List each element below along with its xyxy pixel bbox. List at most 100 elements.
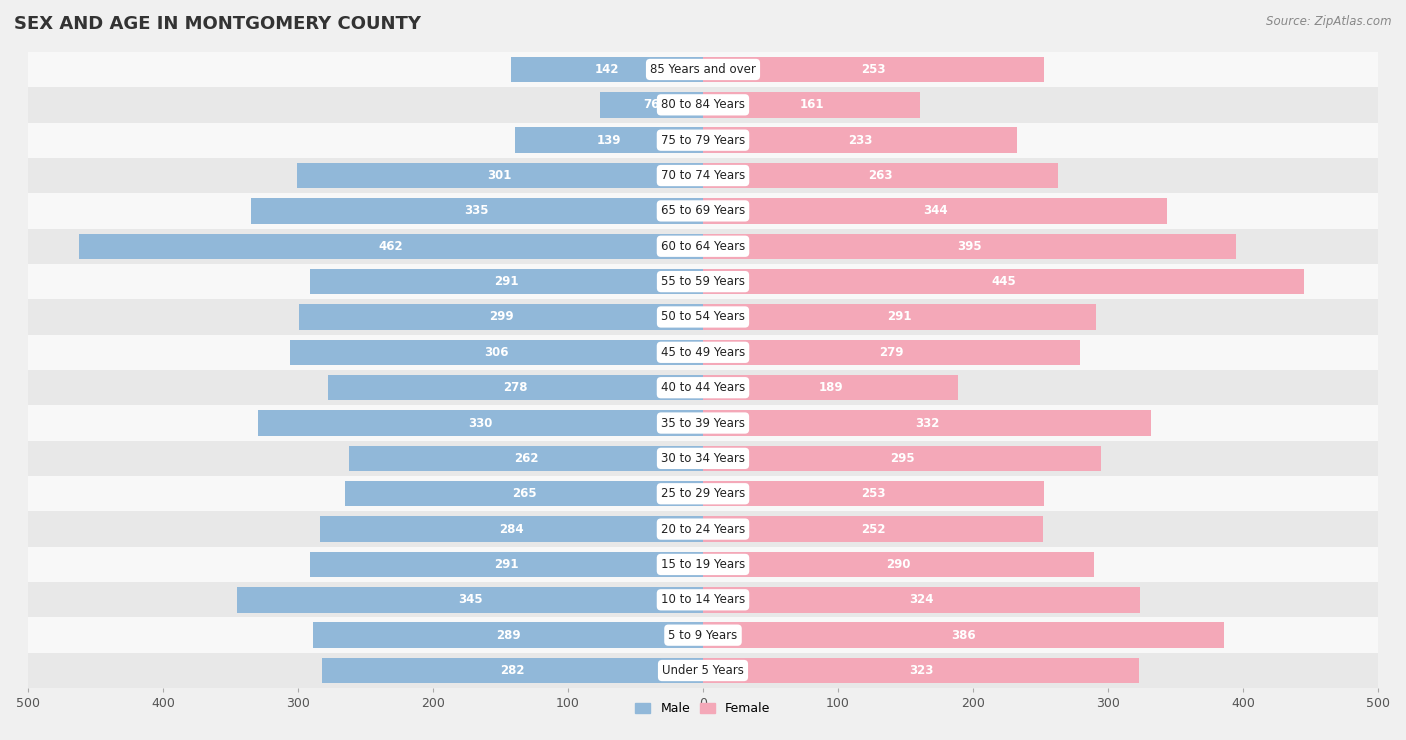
Bar xyxy=(28,406,1378,441)
Bar xyxy=(703,375,957,400)
Text: 15 to 19 Years: 15 to 19 Years xyxy=(661,558,745,571)
Bar xyxy=(28,87,1378,123)
Text: 60 to 64 Years: 60 to 64 Years xyxy=(661,240,745,253)
Bar xyxy=(28,229,1378,264)
Text: 161: 161 xyxy=(800,98,824,111)
Bar xyxy=(703,163,1057,188)
Bar xyxy=(28,547,1378,582)
Bar xyxy=(28,52,1378,87)
Bar xyxy=(703,445,1101,471)
Text: 80 to 84 Years: 80 to 84 Years xyxy=(661,98,745,111)
Bar xyxy=(703,410,1152,436)
Bar xyxy=(328,375,703,400)
Text: 284: 284 xyxy=(499,522,523,536)
Text: 70 to 74 Years: 70 to 74 Years xyxy=(661,169,745,182)
Text: 5 to 9 Years: 5 to 9 Years xyxy=(668,629,738,642)
Legend: Male, Female: Male, Female xyxy=(630,697,776,720)
Bar xyxy=(238,587,703,613)
Bar xyxy=(28,334,1378,370)
Text: 291: 291 xyxy=(887,311,911,323)
Text: Under 5 Years: Under 5 Years xyxy=(662,664,744,677)
Text: 278: 278 xyxy=(503,381,527,394)
Bar xyxy=(28,193,1378,229)
Text: 386: 386 xyxy=(952,629,976,642)
Text: 279: 279 xyxy=(879,346,904,359)
Text: Source: ZipAtlas.com: Source: ZipAtlas.com xyxy=(1267,15,1392,28)
Bar xyxy=(28,264,1378,299)
Text: 395: 395 xyxy=(957,240,981,253)
Bar xyxy=(28,617,1378,653)
Bar xyxy=(314,622,703,648)
Text: 76: 76 xyxy=(644,98,659,111)
Text: 189: 189 xyxy=(818,381,842,394)
Bar xyxy=(703,517,1043,542)
Text: 252: 252 xyxy=(860,522,886,536)
Text: 462: 462 xyxy=(378,240,404,253)
Text: 330: 330 xyxy=(468,417,492,429)
Text: 50 to 54 Years: 50 to 54 Years xyxy=(661,311,745,323)
Bar xyxy=(703,234,1236,259)
Text: 335: 335 xyxy=(464,204,489,218)
Bar xyxy=(28,299,1378,334)
Text: 306: 306 xyxy=(484,346,509,359)
Text: 139: 139 xyxy=(598,134,621,147)
Text: 253: 253 xyxy=(862,487,886,500)
Text: 10 to 14 Years: 10 to 14 Years xyxy=(661,593,745,606)
Text: 30 to 34 Years: 30 to 34 Years xyxy=(661,452,745,465)
Text: 291: 291 xyxy=(495,558,519,571)
Text: 265: 265 xyxy=(512,487,537,500)
Bar xyxy=(319,517,703,542)
Bar xyxy=(703,57,1045,82)
Bar xyxy=(703,340,1080,365)
Bar xyxy=(349,445,703,471)
Text: 253: 253 xyxy=(862,63,886,76)
Text: 324: 324 xyxy=(910,593,934,606)
Bar xyxy=(703,658,1139,683)
Text: 301: 301 xyxy=(488,169,512,182)
Bar xyxy=(600,92,703,118)
Text: 25 to 29 Years: 25 to 29 Years xyxy=(661,487,745,500)
Bar xyxy=(250,198,703,223)
Text: 85 Years and over: 85 Years and over xyxy=(650,63,756,76)
Bar xyxy=(257,410,703,436)
Bar xyxy=(703,622,1225,648)
Text: 291: 291 xyxy=(495,275,519,288)
Bar xyxy=(28,476,1378,511)
Text: 233: 233 xyxy=(848,134,873,147)
Text: 295: 295 xyxy=(890,452,914,465)
Text: 65 to 69 Years: 65 to 69 Years xyxy=(661,204,745,218)
Text: 345: 345 xyxy=(458,593,482,606)
Bar xyxy=(28,582,1378,617)
Bar xyxy=(703,92,921,118)
Text: 282: 282 xyxy=(501,664,524,677)
Text: 20 to 24 Years: 20 to 24 Years xyxy=(661,522,745,536)
Text: 299: 299 xyxy=(489,311,513,323)
Bar xyxy=(299,304,703,330)
Text: 445: 445 xyxy=(991,275,1015,288)
Bar xyxy=(703,304,1095,330)
Bar xyxy=(311,552,703,577)
Bar xyxy=(703,269,1303,295)
Text: 289: 289 xyxy=(496,629,520,642)
Bar xyxy=(79,234,703,259)
Bar xyxy=(703,587,1140,613)
Bar xyxy=(28,123,1378,158)
Text: 75 to 79 Years: 75 to 79 Years xyxy=(661,134,745,147)
Text: 40 to 44 Years: 40 to 44 Years xyxy=(661,381,745,394)
Text: 290: 290 xyxy=(886,558,911,571)
Bar xyxy=(28,441,1378,476)
Text: 344: 344 xyxy=(922,204,948,218)
Bar xyxy=(346,481,703,506)
Text: SEX AND AGE IN MONTGOMERY COUNTY: SEX AND AGE IN MONTGOMERY COUNTY xyxy=(14,15,420,33)
Bar xyxy=(297,163,703,188)
Text: 332: 332 xyxy=(915,417,939,429)
Text: 142: 142 xyxy=(595,63,620,76)
Text: 262: 262 xyxy=(515,452,538,465)
Bar xyxy=(703,198,1167,223)
Bar xyxy=(28,653,1378,688)
Text: 45 to 49 Years: 45 to 49 Years xyxy=(661,346,745,359)
Bar xyxy=(28,511,1378,547)
Text: 323: 323 xyxy=(908,664,934,677)
Bar xyxy=(322,658,703,683)
Bar xyxy=(290,340,703,365)
